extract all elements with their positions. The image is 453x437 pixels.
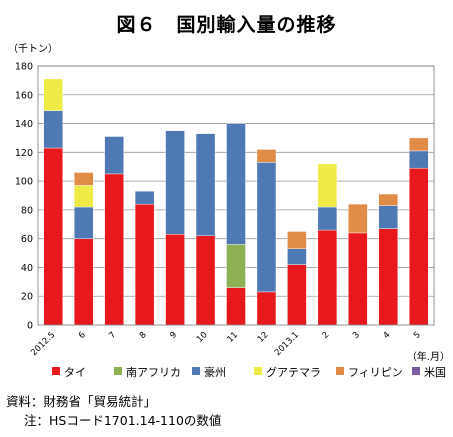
- bar-segment-2-8: [287, 248, 307, 265]
- axes-layer: [37, 65, 435, 326]
- source-note: 資料：財務省「貿易統計」: [6, 394, 157, 409]
- legend-swatch: [52, 367, 60, 375]
- bar-segment-0-6: [226, 287, 246, 326]
- y-tick-label: 80: [21, 205, 33, 216]
- x-tick-label: 2: [321, 330, 332, 341]
- legend-label: フィリピン: [348, 366, 403, 379]
- legend-swatch: [192, 367, 200, 375]
- bar-segment-2-3: [134, 190, 155, 205]
- x-tick-label: 5: [412, 330, 423, 341]
- bar-segment-0-1: [73, 238, 94, 326]
- bar-segment-4-11: [378, 193, 399, 206]
- bar-segment-2-4: [165, 130, 185, 235]
- y-tick-label: 60: [21, 234, 33, 245]
- bar-segment-2-6: [226, 123, 246, 245]
- bar-segment-0-12: [409, 167, 429, 326]
- bars-layer: [43, 78, 429, 326]
- x-tick-label: 10: [195, 330, 210, 345]
- legend-label: 豪州: [204, 366, 226, 379]
- bar-segment-3-1: [73, 185, 94, 208]
- y-tick-label: 160: [15, 90, 33, 101]
- y-tick-label: 100: [15, 177, 33, 188]
- bar-segment-2-12: [409, 150, 429, 169]
- x-tick-label: 2012.5: [29, 330, 57, 358]
- bar-segment-2-0: [43, 110, 63, 149]
- x-tick-label: 2013.1: [273, 330, 301, 358]
- y-axis-label: （千トン）: [8, 43, 58, 55]
- x-axis-label: （年.月）: [407, 350, 450, 363]
- x-tick-label: 3: [351, 330, 362, 341]
- legend-swatch: [412, 367, 420, 375]
- y-tick-label: 20: [21, 292, 33, 303]
- y-tick-label: 140: [15, 119, 33, 130]
- x-tick-label: 11: [225, 330, 240, 345]
- footnote: 注：HSコード1701.14-110の数値: [24, 413, 222, 428]
- bar-segment-2-11: [378, 205, 399, 229]
- legend-label: グアテマラ: [266, 366, 321, 379]
- x-tick-label: 9: [168, 330, 179, 341]
- bar-segment-2-2: [104, 136, 124, 175]
- bar-segment-0-0: [43, 147, 63, 326]
- bar-segment-3-9: [317, 163, 338, 208]
- bar-segment-0-5: [195, 235, 216, 326]
- legend: タイ 南アフリカ 豪州 グアテマラ フィリピン 米国: [52, 364, 452, 380]
- x-tick-label: 7: [107, 330, 118, 341]
- bar-segment-4-10: [348, 203, 368, 234]
- bar-segment-0-8: [287, 264, 307, 326]
- bar-segment-3-0: [43, 78, 63, 111]
- legend-label: 米国: [424, 366, 446, 379]
- plot-frame: [37, 65, 435, 326]
- bar-segment-1-6: [226, 244, 246, 288]
- bar-segment-4-1: [73, 172, 94, 186]
- chart-title: 図６ 国別輸入量の推移: [116, 14, 337, 36]
- y-tick-label: 40: [21, 263, 33, 274]
- notes: 資料：財務省「貿易統計」 注：HSコード1701.14-110の数値: [6, 392, 221, 430]
- bar-segment-4-8: [287, 231, 307, 249]
- bar-segment-0-3: [134, 203, 155, 326]
- bar-segment-2-1: [73, 206, 94, 239]
- bar-segment-2-9: [317, 206, 338, 231]
- bar-segment-4-7: [256, 149, 277, 163]
- bar-segment-0-4: [165, 234, 185, 326]
- legend-swatch: [114, 367, 122, 375]
- legend-swatch: [336, 367, 344, 375]
- bar-segment-2-7: [256, 162, 277, 293]
- x-tick-label: 8: [138, 330, 149, 341]
- bar-segment-0-11: [378, 228, 399, 326]
- x-tick-label: 12: [256, 330, 271, 345]
- bar-segment-0-9: [317, 229, 338, 326]
- bar-segment-0-7: [256, 291, 277, 326]
- x-tick-label: 6: [77, 330, 88, 341]
- legend-label: 南アフリカ: [126, 366, 181, 379]
- y-tick-label: 180: [15, 62, 33, 73]
- y-tick-label: 120: [15, 148, 33, 159]
- y-tick-label: 0: [27, 321, 33, 332]
- legend-swatch: [254, 367, 262, 375]
- bar-segment-0-10: [348, 232, 368, 326]
- legend-label: タイ: [64, 366, 86, 379]
- bar-segment-4-12: [409, 137, 429, 152]
- bar-segment-2-5: [195, 133, 216, 236]
- bar-segment-0-2: [104, 173, 124, 326]
- x-tick-label: 4: [382, 330, 393, 341]
